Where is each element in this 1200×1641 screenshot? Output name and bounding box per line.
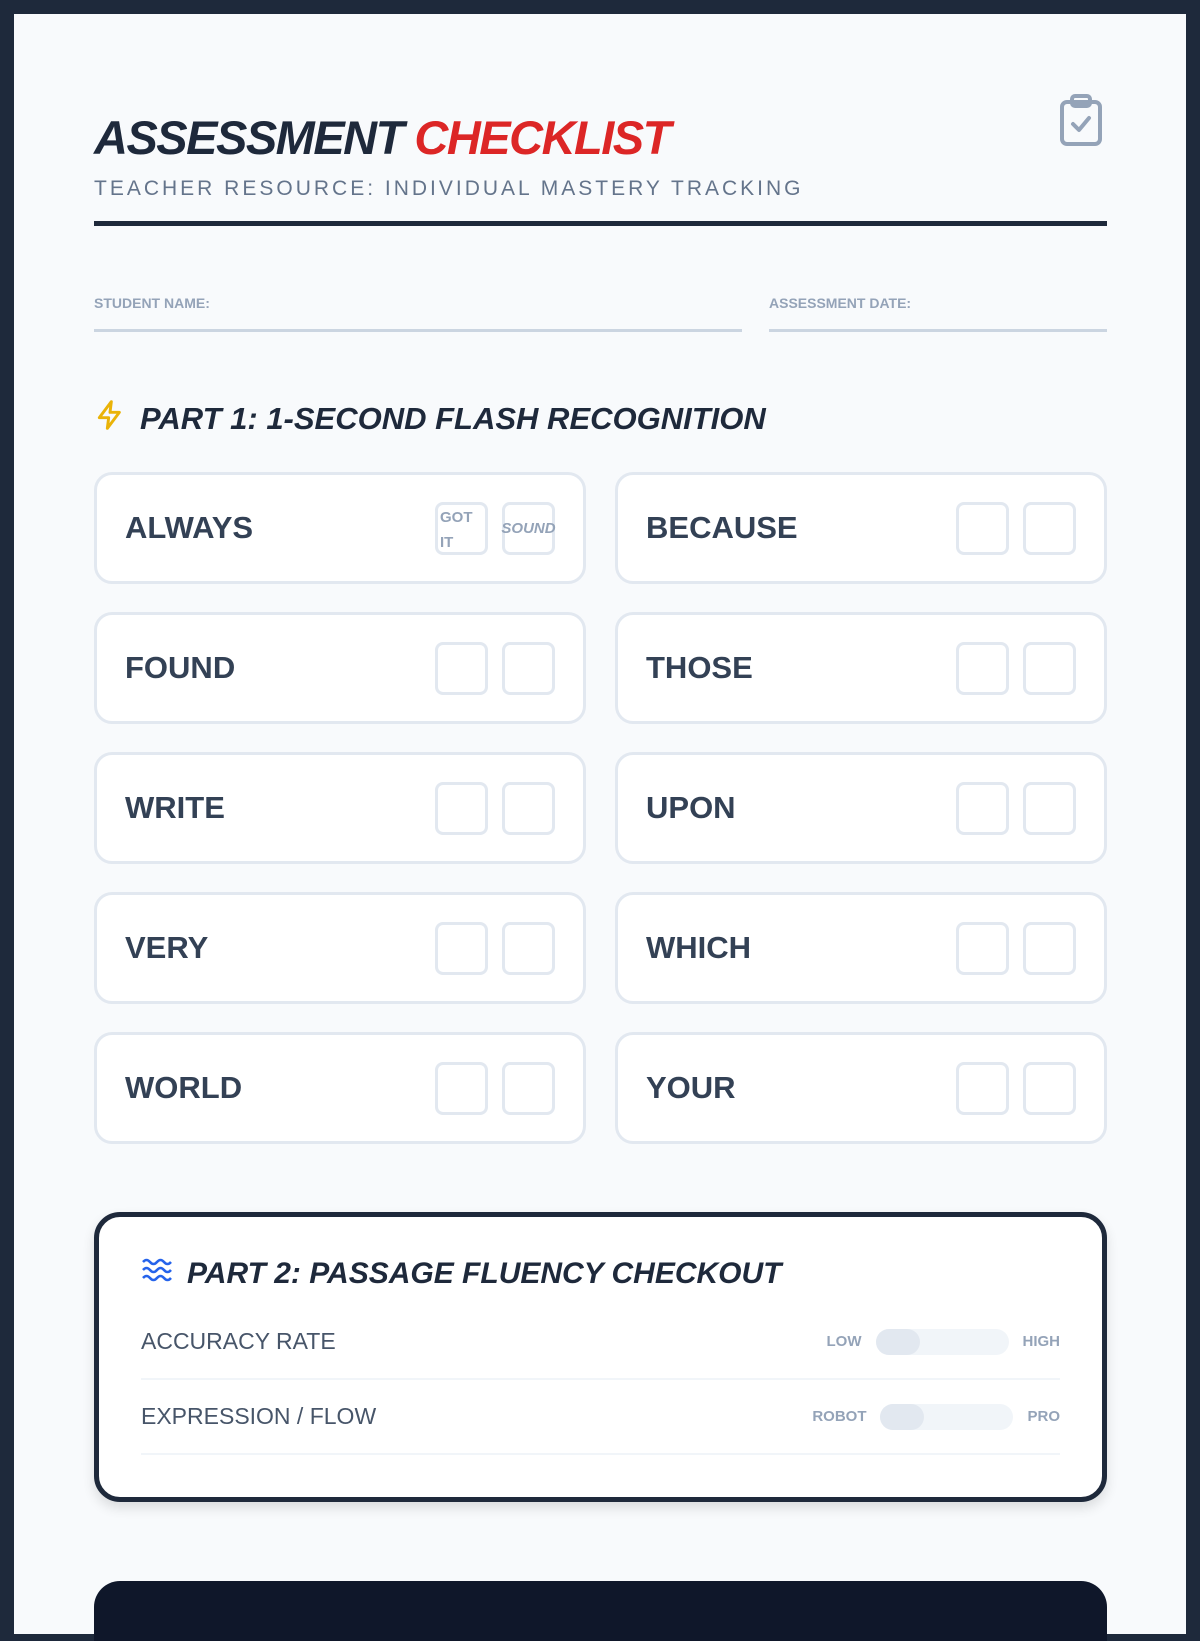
slider-max-label: HIGH [1022, 1333, 1061, 1350]
word-card: UPON [615, 752, 1107, 864]
word-card: ALWAYS GOT IT SOUND [94, 472, 586, 584]
part1-heading: PART 1: 1-SECOND FLASH RECOGNITION [94, 398, 1107, 440]
slider-thumb[interactable] [880, 1403, 925, 1430]
word-label: WRITE [125, 790, 225, 825]
waves-icon [141, 1257, 173, 1291]
word-card: FOUND [94, 612, 586, 724]
got-it-checkbox[interactable] [956, 1061, 1009, 1115]
part2-heading: PART 2: PASSAGE FLUENCY CHECKOUT [141, 1257, 1060, 1291]
sound-checkbox[interactable] [1023, 501, 1076, 555]
slider-thumb[interactable] [875, 1328, 920, 1355]
word-label: VERY [125, 930, 209, 965]
sound-checkbox[interactable] [502, 641, 555, 695]
word-label: FOUND [125, 650, 236, 685]
sound-checkbox[interactable] [502, 1061, 555, 1115]
part2-title: PART 2: PASSAGE FLUENCY CHECKOUT [187, 1257, 782, 1290]
word-label: WHICH [646, 930, 752, 965]
fluency-label: ACCURACY RATE [141, 1328, 336, 1354]
slider-max-label: PRO [1027, 1408, 1060, 1425]
got-it-checkbox[interactable] [435, 1061, 488, 1115]
sound-checkbox[interactable] [1023, 921, 1076, 975]
word-label: ALWAYS [125, 510, 254, 545]
fluency-label: EXPRESSION / FLOW [141, 1403, 377, 1429]
got-it-checkbox[interactable] [435, 641, 488, 695]
rating-slider[interactable] [875, 1328, 1009, 1355]
word-card: THOSE [615, 612, 1107, 724]
sound-checkbox[interactable] [1023, 641, 1076, 695]
page-title: ASSESSMENT CHECKLIST [94, 110, 1107, 165]
got-it-checkbox[interactable] [956, 781, 1009, 835]
student-name-label: STUDENT NAME: [94, 295, 210, 311]
sound-checkbox[interactable] [502, 921, 555, 975]
word-grid: ALWAYS GOT IT SOUND BECAUSE FOUND THOSE W… [94, 472, 1107, 1144]
worksheet-card: ASSESSMENT CHECKLIST TEACHER RESOURCE: I… [14, 14, 1186, 1641]
footer-bar [94, 1581, 1107, 1641]
word-card: WRITE [94, 752, 586, 864]
assessment-date-label: ASSESSMENT DATE: [769, 295, 912, 311]
sound-checkbox[interactable] [1023, 781, 1076, 835]
slider-min-label: ROBOT [812, 1408, 867, 1425]
word-card: VERY [94, 892, 586, 1004]
lightning-icon [94, 398, 126, 440]
word-label: BECAUSE [646, 510, 798, 545]
assessment-date-field[interactable]: ASSESSMENT DATE: [769, 295, 1107, 332]
got-it-checkbox[interactable] [435, 781, 488, 835]
fluency-row: ACCURACY RATE LOW HIGH [141, 1305, 1060, 1380]
got-it-checkbox[interactable]: GOT IT [435, 501, 488, 555]
got-it-checkbox[interactable] [435, 921, 488, 975]
fluency-row: EXPRESSION / FLOW ROBOT PRO [141, 1380, 1060, 1455]
word-label: UPON [646, 790, 736, 825]
part1-title: PART 1: 1-SECOND FLASH RECOGNITION [140, 401, 766, 436]
word-label: YOUR [646, 1070, 736, 1105]
student-name-field[interactable]: STUDENT NAME: [94, 295, 742, 332]
header-divider [94, 221, 1107, 226]
word-card: WORLD [94, 1032, 586, 1144]
word-label: THOSE [646, 650, 753, 685]
slider-min-label: LOW [826, 1333, 862, 1350]
page-subtitle: TEACHER RESOURCE: INDIVIDUAL MASTERY TRA… [94, 177, 804, 200]
part2-panel: PART 2: PASSAGE FLUENCY CHECKOUT ACCURAC… [94, 1212, 1107, 1502]
word-card: BECAUSE [615, 472, 1107, 584]
title-part2: CHECKLIST [414, 111, 671, 164]
got-it-checkbox[interactable] [956, 921, 1009, 975]
got-it-checkbox[interactable] [956, 641, 1009, 695]
clipboard-check-icon [1059, 94, 1103, 151]
sound-checkbox[interactable] [1023, 1061, 1076, 1115]
word-label: WORLD [125, 1070, 243, 1105]
sound-checkbox[interactable]: SOUND [501, 501, 556, 555]
word-card: YOUR [615, 1032, 1107, 1144]
word-card: WHICH [615, 892, 1107, 1004]
title-part1: ASSESSMENT [94, 111, 404, 164]
sound-checkbox[interactable] [502, 781, 555, 835]
got-it-checkbox[interactable] [956, 501, 1009, 555]
rating-slider[interactable] [880, 1403, 1014, 1430]
